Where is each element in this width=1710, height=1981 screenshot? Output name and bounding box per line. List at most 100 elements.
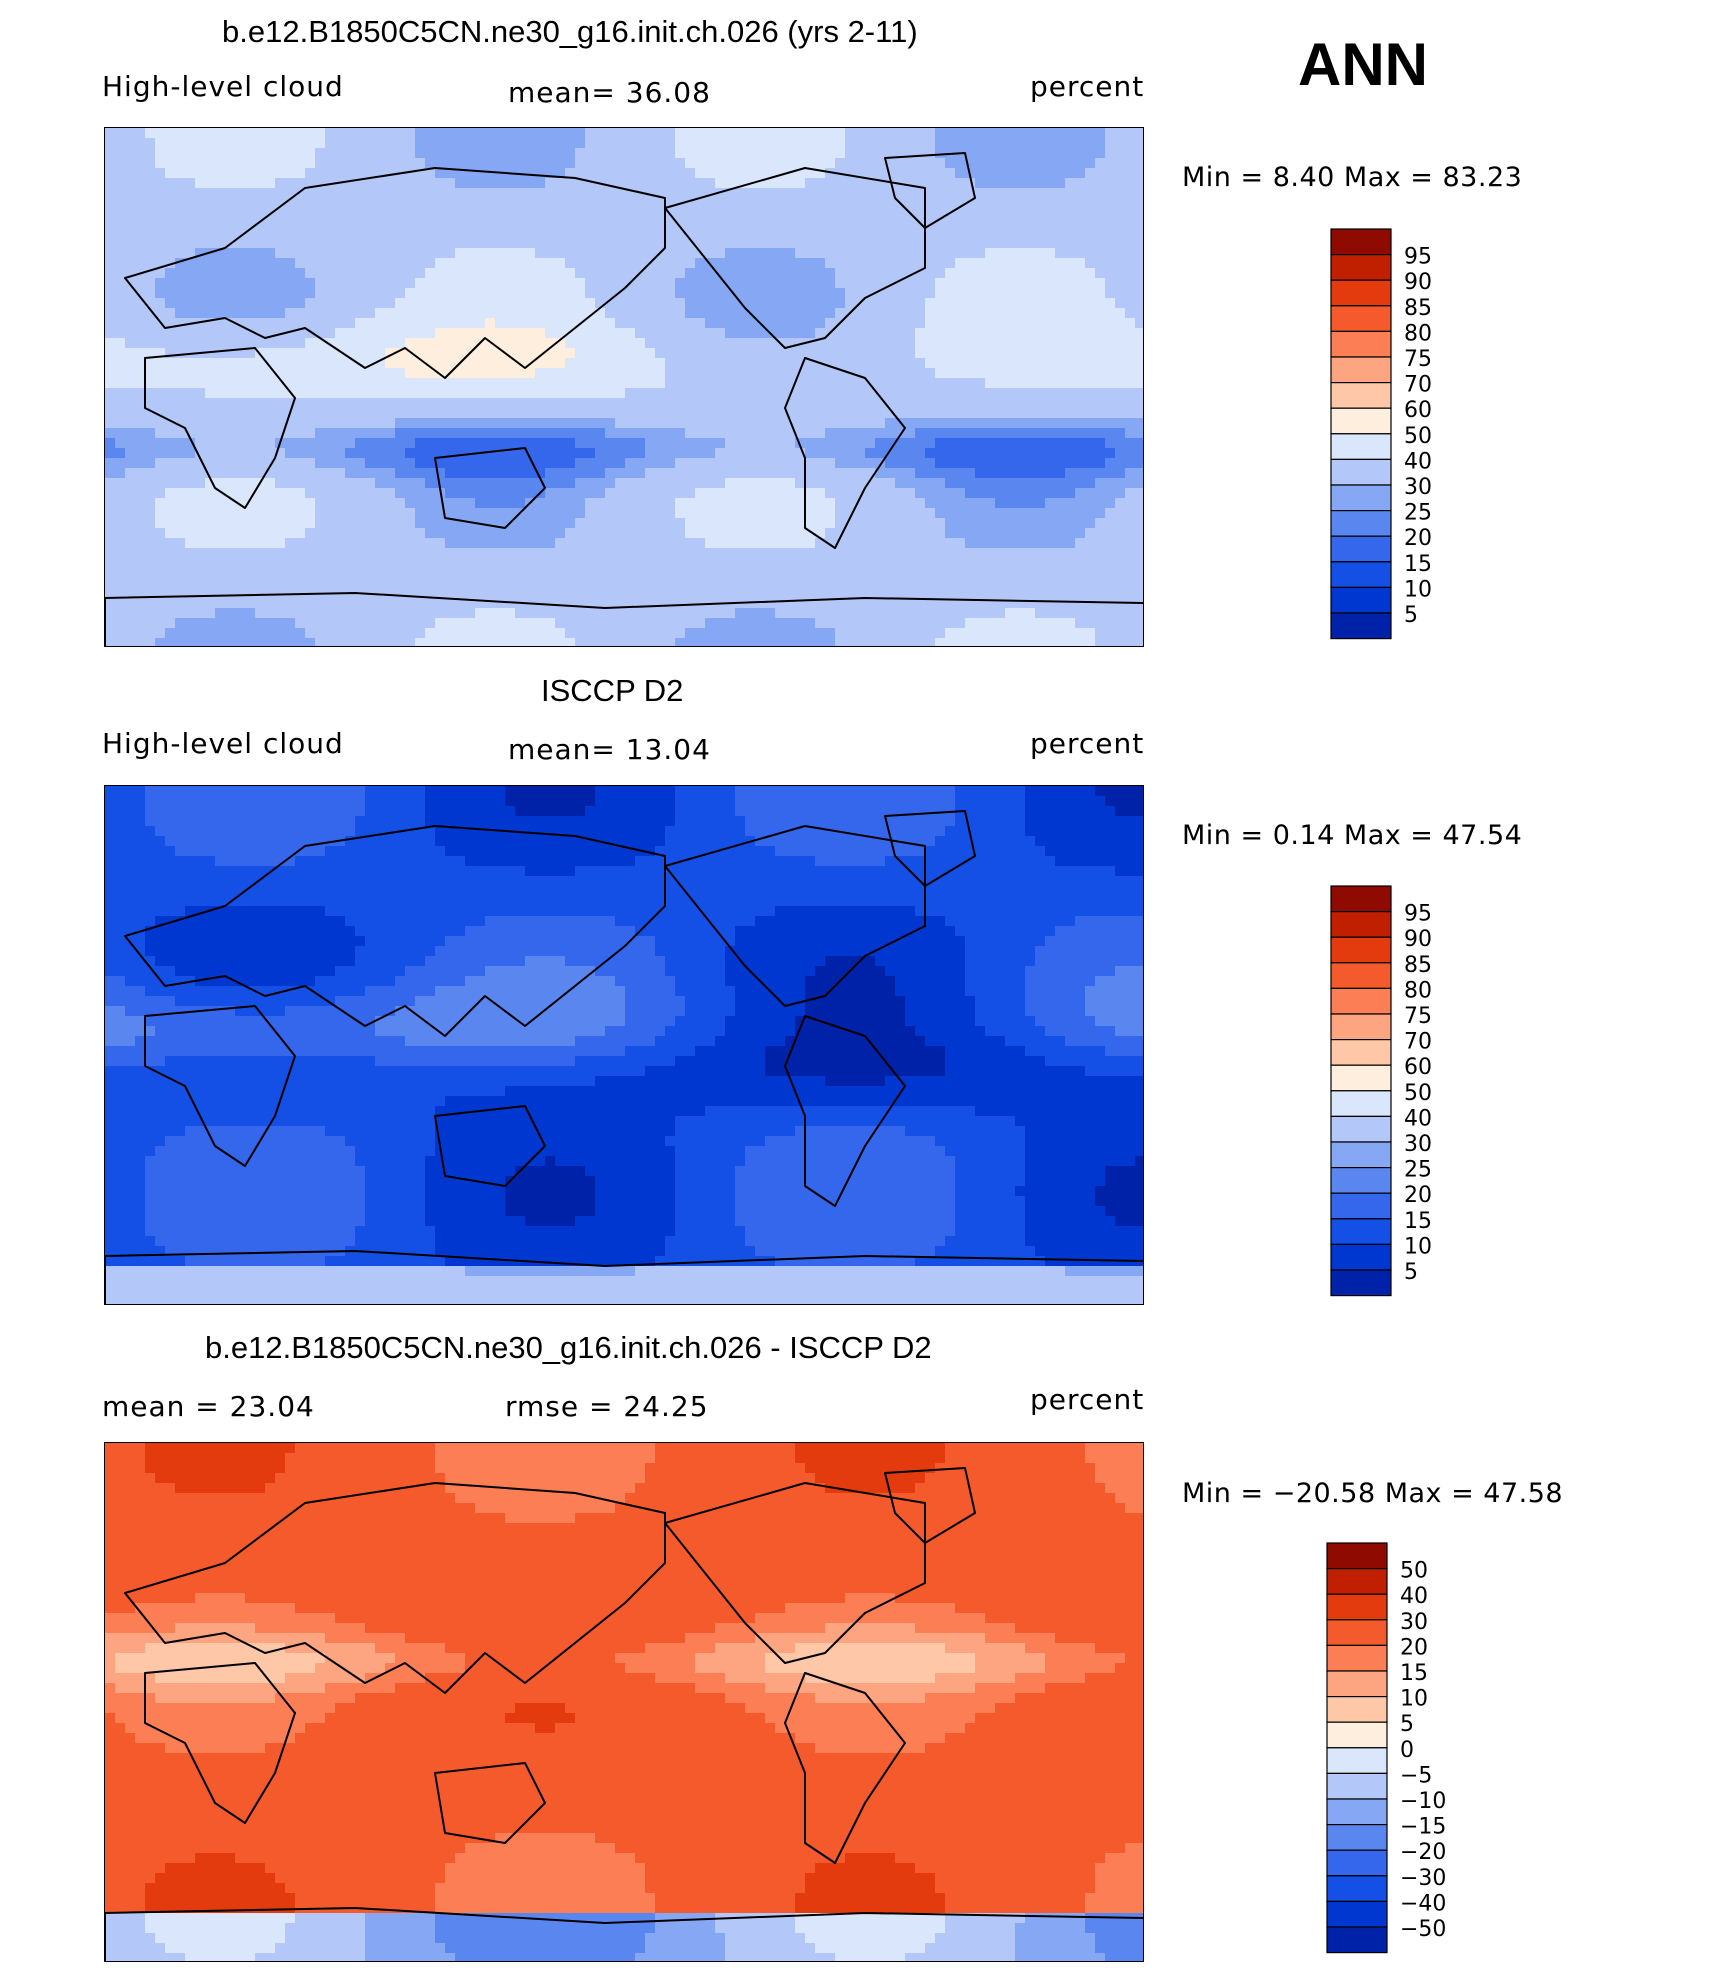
colorbar-tick-label: 90 — [1404, 927, 1432, 952]
colorbar-box — [1330, 279, 1392, 307]
panel-title-obs: ISCCP D2 — [541, 673, 684, 708]
colorbar-box — [1330, 254, 1392, 281]
colorbar-tick-label: 95 — [1404, 245, 1432, 270]
coastline — [105, 1250, 1143, 1304]
colorbar-tick-label: 20 — [1400, 1635, 1428, 1660]
colorbar-box — [1330, 228, 1392, 256]
panel-units-label: percent — [1030, 1383, 1145, 1416]
coastline — [144, 1662, 296, 1824]
colorbar-tick-label: −10 — [1400, 1789, 1446, 1814]
colorbar-box — [1326, 1849, 1388, 1877]
coastline — [884, 152, 976, 229]
colorbar-box — [1326, 1798, 1388, 1826]
colorbar-tick-label: 5 — [1404, 1260, 1418, 1285]
colorbar-obs: 95 90 85 80 75 70 60 50 40 30 25 20 15 10 5 — [1330, 885, 1490, 1299]
coastline — [664, 825, 926, 1007]
colorbar-box — [1330, 458, 1392, 486]
panel-rmse-label: rmse = 24.25 — [505, 1390, 709, 1423]
colorbar-tick-label: 30 — [1404, 475, 1432, 500]
colorbar-tick-label: 5 — [1404, 603, 1418, 628]
colorbar-tick-label: 30 — [1404, 1132, 1432, 1157]
colorbar-tick-label: 20 — [1404, 526, 1432, 551]
colorbar-box — [1330, 586, 1392, 614]
colorbar-tick-label: 90 — [1404, 270, 1432, 295]
colorbar-tick-label: 25 — [1404, 501, 1432, 526]
colorbar-tick-label: 75 — [1404, 1004, 1432, 1029]
colorbar-box — [1330, 1039, 1392, 1066]
colorbar-box — [1330, 962, 1392, 990]
colorbar-tick-label: 30 — [1400, 1610, 1428, 1635]
colorbar-tick-label: 40 — [1404, 1106, 1432, 1131]
panel-mean-label: mean = 23.04 — [102, 1390, 315, 1423]
colorbar-tick-label: 40 — [1404, 449, 1432, 474]
colorbar-box — [1330, 561, 1392, 588]
panel-units-label: percent — [1030, 70, 1145, 103]
coastline — [664, 167, 926, 349]
colorbar-box — [1330, 1141, 1392, 1169]
coastline — [784, 1015, 906, 1207]
coastline — [434, 1105, 546, 1187]
coastline — [105, 1907, 1143, 1961]
colorbar-tick-label: 15 — [1404, 552, 1432, 577]
colorbar-tick-label: 20 — [1404, 1183, 1432, 1208]
colorbar-tick-label: 5 — [1400, 1712, 1414, 1737]
colorbar-tick-label: −5 — [1400, 1763, 1432, 1788]
colorbar-box — [1326, 1926, 1388, 1954]
colorbar-box — [1326, 1772, 1388, 1800]
colorbar-box — [1326, 1696, 1388, 1723]
colorbar-tick-label: −15 — [1400, 1815, 1446, 1840]
coastline — [434, 1762, 546, 1844]
colorbar-box — [1330, 1115, 1392, 1143]
colorbar-diff: 50 40 30 20 15 10 5 0 −5 −10 −15 −20 −30 −40 −50 — [1326, 1542, 1486, 1956]
colorbar-tick-label: 25 — [1404, 1158, 1432, 1183]
coastline — [124, 167, 666, 379]
colorbar-box — [1330, 1269, 1392, 1297]
colorbar-tick-label: 50 — [1404, 1081, 1432, 1106]
coastline — [124, 1482, 666, 1694]
colorbar-box — [1326, 1542, 1388, 1570]
colorbar-tick-label: 0 — [1400, 1738, 1414, 1763]
panel-variable-label: High-level cloud — [102, 70, 344, 103]
colorbar-tick-label: −20 — [1400, 1840, 1446, 1865]
coastline — [784, 1672, 906, 1864]
colorbar-box — [1330, 535, 1392, 563]
coastline — [144, 1005, 296, 1167]
colorbar-box — [1330, 936, 1392, 964]
colorbar-box — [1326, 1721, 1388, 1749]
colorbar-tick-label: 95 — [1404, 902, 1432, 927]
colorbar-tick-label: 80 — [1404, 321, 1432, 346]
colorbar-box — [1326, 1747, 1388, 1775]
colorbar-tick-label: 15 — [1400, 1661, 1428, 1686]
colorbar-box — [1330, 1064, 1392, 1092]
colorbar-tick-label: 70 — [1404, 373, 1432, 398]
colorbar-tick-label: 50 — [1400, 1559, 1428, 1584]
coastline — [105, 592, 1143, 646]
colorbar-box — [1326, 1900, 1388, 1928]
colorbar-tick-label: 10 — [1404, 1234, 1432, 1259]
colorbar-box — [1330, 484, 1392, 512]
colorbar-box — [1330, 1192, 1392, 1220]
colorbar-box — [1326, 1568, 1388, 1595]
season-label: ANN — [1298, 31, 1428, 98]
coastline — [884, 810, 976, 887]
colorbar-box — [1330, 1218, 1392, 1245]
colorbar-tick-label: 80 — [1404, 978, 1432, 1003]
map-diff — [104, 1442, 1144, 1962]
colorbar-tick-label: 85 — [1404, 953, 1432, 978]
colorbar-box — [1330, 305, 1392, 333]
colorbar-box — [1330, 356, 1392, 384]
colorbar-box — [1330, 433, 1392, 461]
map-obs — [104, 785, 1144, 1305]
panel-mean-label: mean= 36.08 — [508, 76, 711, 109]
colorbar-tick-label: 75 — [1404, 347, 1432, 372]
panel-title-diff: b.e12.B1850C5CN.ne30_g16.init.ch.026 - I… — [205, 1330, 932, 1365]
colorbar-box — [1326, 1875, 1388, 1902]
panel-units-label: percent — [1030, 727, 1145, 760]
coastline — [434, 447, 546, 529]
minmax-obs: Min = 0.14 Max = 47.54 — [1182, 820, 1523, 851]
colorbar-tick-label: 85 — [1404, 296, 1432, 321]
minmax-diff: Min = −20.58 Max = 47.58 — [1182, 1478, 1564, 1509]
colorbar-box — [1326, 1593, 1388, 1621]
panel-title-model: b.e12.B1850C5CN.ne30_g16.init.ch.026 (yr… — [222, 14, 918, 49]
colorbar-box — [1330, 911, 1392, 938]
